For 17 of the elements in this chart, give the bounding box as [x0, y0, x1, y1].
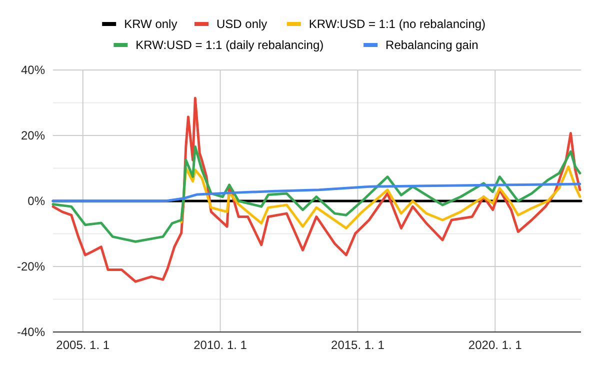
legend-label: KRW only [124, 17, 178, 31]
line-series [180, 165, 582, 230]
x-tick-label: 2015. 1. 1 [331, 338, 385, 352]
y-tick-label: -40% [16, 325, 46, 339]
x-tick-label: 2020. 1. 1 [468, 338, 522, 352]
x-tick-label: 2005. 1. 1 [56, 338, 110, 352]
y-tick-label: 40% [20, 63, 46, 77]
line-series [52, 145, 582, 243]
y-tick-label: 20% [20, 128, 46, 142]
line-series [52, 182, 582, 202]
legend-label: KRW:USD = 1:1 (no rebalancing) [308, 17, 486, 31]
legend-label: KRW:USD = 1:1 (daily rebalancing) [136, 38, 324, 52]
y-tick-label: -20% [16, 260, 46, 274]
x-tick-label: 2010. 1. 1 [194, 338, 248, 352]
legend-label: Rebalancing gain [386, 38, 478, 52]
legend-label: USD only [216, 17, 268, 31]
y-tick-label: 0% [28, 194, 46, 208]
